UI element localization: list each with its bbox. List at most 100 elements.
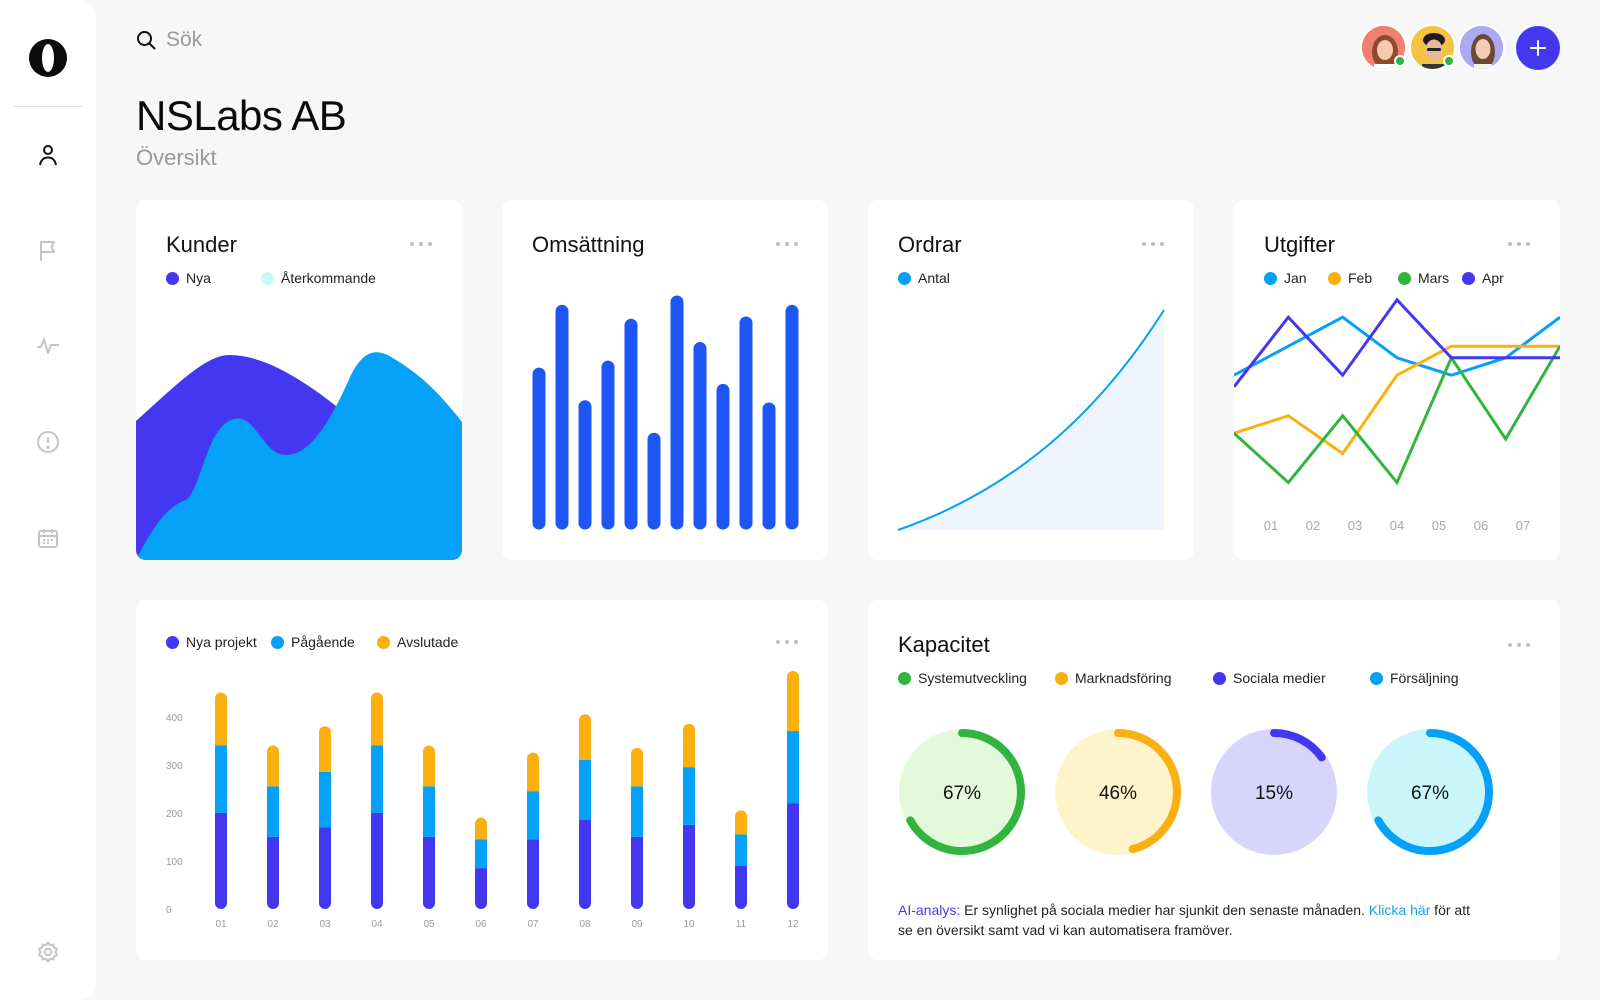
ai-analysis-link[interactable]: Klicka här <box>1368 902 1431 918</box>
add-button[interactable] <box>1516 26 1560 70</box>
user-icon[interactable] <box>35 142 61 168</box>
donut-arc <box>1211 729 1337 855</box>
area-chart-kunder <box>136 352 462 560</box>
bar-segment-avslutade <box>527 752 539 792</box>
legend-label: Systemutveckling <box>918 670 1027 686</box>
activity-icon[interactable] <box>35 333 61 359</box>
x-tick-label: 12 <box>787 919 799 930</box>
bar-segment-join <box>267 780 279 787</box>
bar-segment-join <box>787 803 799 810</box>
more-menu-button[interactable] <box>1142 242 1164 248</box>
x-tick-label: 05 <box>423 919 435 930</box>
bar-segment-join <box>423 780 435 787</box>
legend-dot <box>898 671 911 685</box>
bar-segment-join <box>527 785 539 792</box>
legend-label: Pågående <box>291 634 355 650</box>
bar-segment-join <box>683 761 695 768</box>
legend-dot <box>1055 671 1068 685</box>
avatar[interactable] <box>1458 24 1505 71</box>
bar-segment-join <box>631 836 643 843</box>
avatar[interactable] <box>1409 24 1456 71</box>
bar-segment-join <box>683 824 695 831</box>
ai-analysis: AI-analys: Er synlighet på sociala medie… <box>898 900 1478 940</box>
bar-segment-join <box>735 828 747 835</box>
x-tick-label: 01 <box>215 919 227 930</box>
bar-segment-pågående <box>631 786 643 837</box>
bar-segment-join <box>579 820 591 827</box>
bar-segment-avslutade <box>735 810 747 835</box>
legend-label: Nya <box>186 270 211 286</box>
line-chart-utgifter: 01 02 03 04 05 06 07 <box>1234 297 1560 533</box>
legend-label: Apr <box>1482 270 1504 286</box>
page-subtitle: Översikt <box>136 145 217 170</box>
flag-icon[interactable] <box>35 238 61 264</box>
donut-value-label: 46% <box>1099 783 1137 804</box>
legend: Nya Återkommande <box>166 270 446 286</box>
bar-segment-join <box>631 780 643 787</box>
card-kapacitet: Kapacitet Systemutveckling Marknadsförin… <box>868 600 1560 960</box>
bar-segment-join <box>423 836 435 843</box>
y-tick-label: 200 <box>166 809 183 820</box>
legend-label: Avslutade <box>397 634 459 650</box>
legend-dot <box>1264 271 1277 285</box>
more-menu-button[interactable] <box>1508 643 1530 649</box>
donut-arc <box>1367 729 1493 855</box>
area-fill-antal <box>898 310 1164 530</box>
page-title: NSLabs AB <box>136 92 347 139</box>
bar-segment-avslutade <box>787 670 799 732</box>
more-menu-button[interactable] <box>1508 242 1530 248</box>
legend-label: Marknadsföring <box>1075 670 1172 686</box>
donut-arc <box>899 729 1025 855</box>
calendar-icon[interactable] <box>35 525 61 551</box>
search-bar[interactable] <box>136 26 436 54</box>
legend-dot <box>271 635 284 649</box>
legend-label: Feb <box>1348 270 1373 286</box>
donut-value-label: 67% <box>943 783 981 804</box>
bar-segment-join <box>527 839 539 846</box>
y-tick-label: 0 <box>166 905 172 916</box>
donut-background <box>899 729 1025 855</box>
search-icon <box>137 31 156 50</box>
bar-segment-pågående <box>527 791 539 840</box>
legend-label: Antal <box>918 270 950 286</box>
legend-label: Sociala medier <box>1233 670 1326 686</box>
settings-icon[interactable] <box>35 939 61 965</box>
card-ordrar: Ordrar Antal <box>868 200 1194 560</box>
bar-segment-avslutade <box>423 745 435 787</box>
bar-segment-avslutade <box>371 692 383 746</box>
bar-segment-avslutade <box>579 714 591 760</box>
bar-segment-join <box>735 865 747 872</box>
bar-segment-pågående <box>787 731 799 804</box>
bar-segment-avslutade <box>267 745 279 787</box>
bar-segment-nya-projekt <box>215 812 227 909</box>
bar-segment-pågående <box>683 767 695 825</box>
bar-segment-join <box>215 812 227 819</box>
bar-segment-join <box>319 827 331 834</box>
more-menu-button[interactable] <box>776 242 798 248</box>
bar-segment-pågående <box>371 745 383 813</box>
donut-background <box>1055 729 1181 855</box>
more-menu-button[interactable] <box>776 640 798 646</box>
bar-chart-omsattning <box>532 295 799 530</box>
x-tick-label: 01 <box>1264 518 1278 533</box>
x-tick-label: 03 <box>319 919 331 930</box>
bar-segment-avslutade <box>683 723 695 768</box>
online-status <box>1394 55 1406 67</box>
x-tick-label: 04 <box>1390 518 1404 533</box>
x-tick-label: 03 <box>1348 518 1362 533</box>
legend-dot <box>898 271 911 285</box>
donut-charts-kapacitet: 67% 46% 15% 67% <box>899 729 1493 855</box>
stacked-bar-chart-projekt: 0 100 200 300 400 01 02 03 04 05 06 07 08 09 10 11 12 <box>166 670 799 930</box>
bar-segment-join <box>371 812 383 819</box>
plus-icon <box>1530 40 1546 56</box>
card-title: Kunder <box>166 232 237 257</box>
search-input[interactable] <box>166 28 406 52</box>
avatar[interactable] <box>1360 24 1407 71</box>
alert-icon[interactable] <box>35 429 61 455</box>
bar-segment-join <box>215 739 227 746</box>
logo[interactable] <box>29 39 67 77</box>
more-menu-button[interactable] <box>410 242 432 248</box>
card-utgifter: Utgifter Jan Feb Mars Apr 01 02 03 04 05 06 07 <box>1234 200 1560 560</box>
legend: Nya projekt Pågående Avslutade <box>166 634 566 650</box>
bar-segment-nya-projekt <box>475 868 487 909</box>
